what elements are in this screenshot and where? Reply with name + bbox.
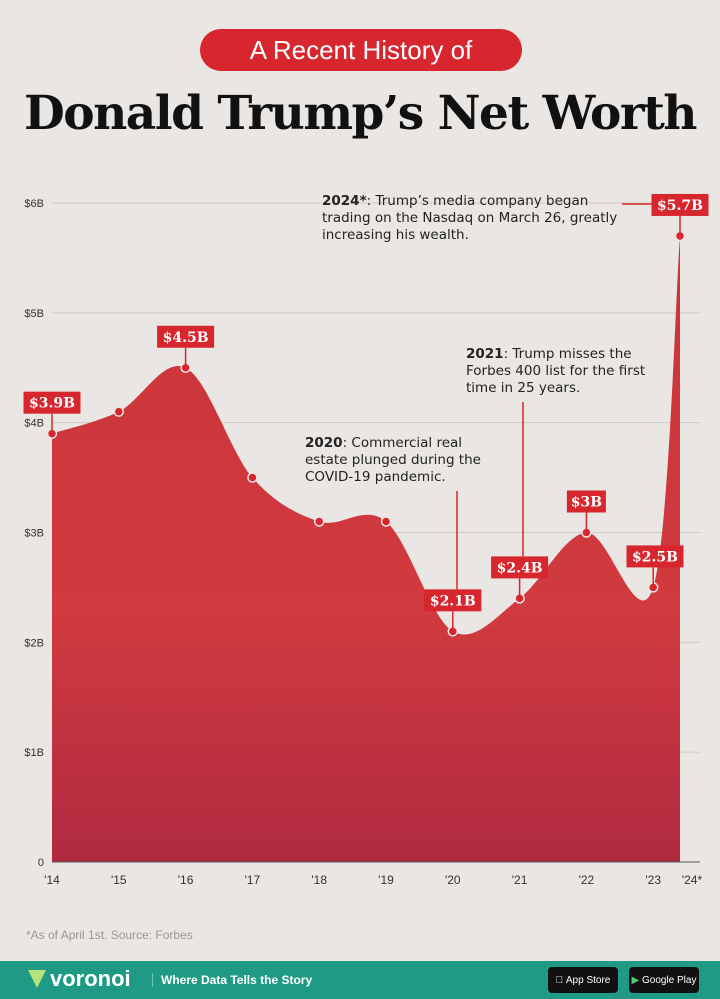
data-point (313, 516, 325, 527)
net-worth-chart: 0 $1B $2B $3B $4B $5B $6B '14 '15 '16 '17 '18 '19 '20… (23, 193, 709, 887)
kicker-pill: A Recent History of (200, 29, 522, 71)
y-tick-label: $6B (24, 198, 44, 210)
y-tick-label: $5B (24, 308, 44, 320)
data-label: $4.5B (163, 330, 209, 346)
x-tick-label: '16 (178, 873, 194, 887)
data-label-box (491, 556, 549, 579)
data-label-box (23, 391, 81, 414)
x-tick-label: '24* (682, 873, 703, 887)
x-tick-label: '23 (645, 873, 661, 887)
y-tick-label: $2B (24, 637, 44, 649)
x-tick-label: '22 (579, 873, 595, 887)
apple-icon:  (556, 974, 564, 986)
google-play-button[interactable]: ▶ Google Play (629, 967, 699, 993)
play-icon: ▶ (631, 974, 642, 986)
data-point (380, 516, 392, 527)
data-point (113, 406, 125, 417)
annotation-2020: 2020: Commercial real estate plunged dur… (305, 435, 481, 485)
source-note: *As of April 1st. Source: Forbes (26, 928, 193, 942)
x-tick-label: '14 (44, 873, 60, 887)
x-tick-label: '20 (445, 873, 461, 887)
annotation-2021: 2021: Trump misses the Forbes 400 list f… (466, 346, 646, 396)
data-label-box (626, 545, 684, 568)
brand-name: voronoi (50, 966, 131, 991)
x-tick-label: '17 (245, 873, 261, 887)
page-title: Donald Trump’s Net Worth (24, 86, 697, 141)
annotation-2024: 2024*: Trump’s media company began tradi… (322, 193, 618, 243)
data-point (247, 472, 258, 483)
footer: voronoi Where Data Tells the Story  App… (0, 961, 720, 999)
data-label: $2.1B (430, 593, 476, 609)
x-tick-label: '19 (378, 873, 394, 887)
x-tick-label: '21 (512, 873, 528, 887)
data-label-box (424, 589, 482, 612)
data-label-box (566, 490, 606, 513)
data-label: $3B (571, 495, 602, 511)
x-tick-label: '15 (111, 873, 127, 887)
y-tick-label: $3B (24, 528, 44, 540)
voronoi-logo[interactable]: voronoi (28, 966, 131, 992)
voronoi-logo-icon (28, 970, 46, 988)
app-store-button[interactable]:  App Store (548, 967, 618, 993)
data-label: $3.9B (29, 396, 75, 412)
data-label-box (651, 193, 709, 216)
x-tick-label: '18 (311, 873, 327, 887)
app-store-label: App Store (562, 974, 610, 986)
google-play-label: Google Play (641, 974, 697, 986)
tagline: Where Data Tells the Story (152, 973, 312, 987)
data-label-box (157, 325, 215, 348)
data-label: $2.4B (497, 560, 543, 576)
data-label: $5.7B (657, 198, 703, 214)
y-tick-label: 0 (38, 857, 44, 869)
data-label: $2.5B (632, 549, 678, 565)
y-tick-label: $4B (24, 418, 44, 430)
y-tick-label: $1B (24, 747, 44, 759)
net-worth-area (52, 235, 680, 862)
